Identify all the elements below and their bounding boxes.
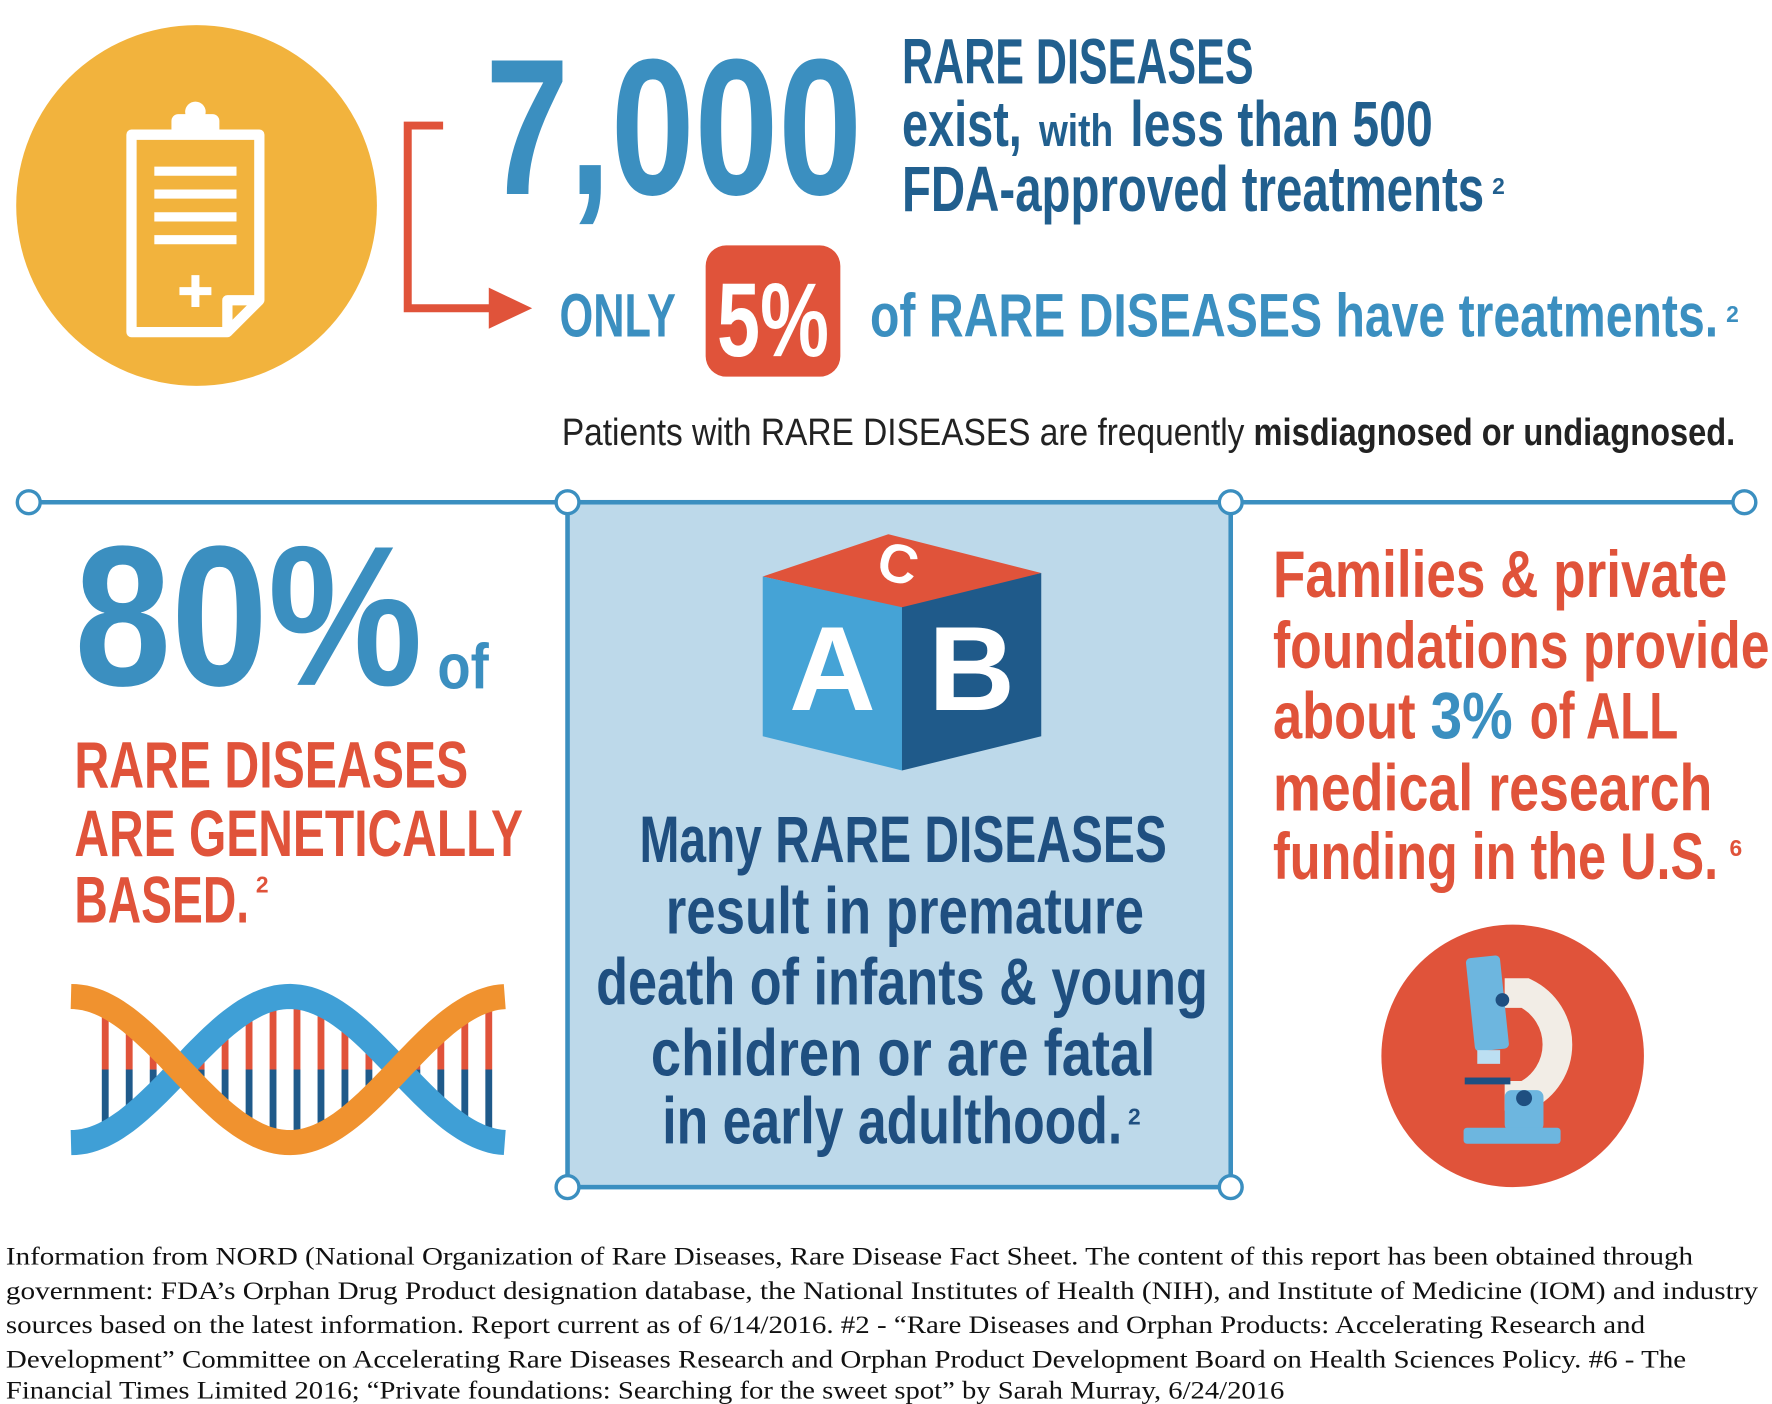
panel-line: ARE GENETICALLY xyxy=(74,797,523,871)
figure-badge xyxy=(705,245,841,377)
figure-suffix: of xyxy=(437,630,489,702)
source-line: Development” Committee on Accelerating R… xyxy=(6,1346,1686,1373)
panel-line: about xyxy=(1273,680,1416,754)
panel-line: funding in the U.S. xyxy=(1273,820,1718,894)
figure: 5% xyxy=(717,262,829,379)
block-icon xyxy=(762,534,1042,771)
note-emphasis: misdiagnosed or undiagnosed. xyxy=(1254,411,1736,453)
source-line: Information from NORD (National Organiza… xyxy=(6,1244,1694,1271)
dna-part xyxy=(70,983,506,1156)
big-number: 7,000 xyxy=(485,19,862,236)
panel-line: Many RARE DISEASES xyxy=(639,803,1166,877)
panel-line: children or are fatal xyxy=(651,1016,1156,1090)
footnote-mark: 2 xyxy=(1726,301,1739,327)
bracket-arrow xyxy=(403,121,533,329)
panel-line: death of infants & young xyxy=(596,945,1208,1019)
panel-line: BASED. xyxy=(74,863,249,937)
microscope-icon xyxy=(1381,924,1644,1188)
footnote-mark: 6 xyxy=(1730,835,1743,861)
lead-word: ONLY xyxy=(560,282,676,351)
big-figure: 80% xyxy=(74,505,422,728)
headline: exist, xyxy=(902,88,1022,160)
clipboard-icon xyxy=(16,25,377,386)
panel-line: foundations provide xyxy=(1273,609,1770,683)
panel-line: of ALL xyxy=(1530,680,1678,754)
panel-line: medical research xyxy=(1273,751,1712,825)
panel-line: RARE DISEASES xyxy=(74,729,468,803)
note-text: Patients with RARE DISEASES are frequent… xyxy=(562,411,1245,453)
headline: FDA-approved treatments xyxy=(902,153,1484,225)
source-line: sources based on the latest information.… xyxy=(6,1312,1646,1339)
panel-frame xyxy=(15,489,1758,1201)
block-letter: A xyxy=(789,603,876,736)
footnote-mark: 2 xyxy=(1492,173,1505,199)
panel-line: in early adulthood. xyxy=(662,1085,1122,1159)
footnote-mark: 2 xyxy=(256,872,269,898)
block-letter: B xyxy=(928,603,1015,736)
footnote-mark: 2 xyxy=(1128,1103,1141,1129)
statement: of RARE DISEASES have treatments. xyxy=(870,282,1718,351)
panel-line: Families & private xyxy=(1273,538,1727,612)
source-line: Financial Times Limited 2016; “Private f… xyxy=(6,1377,1284,1404)
headline: less than 500 xyxy=(1130,88,1432,160)
headline: with xyxy=(1038,105,1113,156)
source-line: government: FDA’s Orphan Drug Product de… xyxy=(6,1278,1759,1305)
panel-figure: 3% xyxy=(1430,680,1512,754)
panel-line: result in premature xyxy=(666,875,1144,949)
dna-icon xyxy=(70,983,506,1156)
dna-part xyxy=(70,983,506,1156)
headline: RARE DISEASES xyxy=(902,25,1254,97)
